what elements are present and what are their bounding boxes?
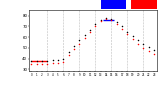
Point [57,62,59,64]
Point [36,63,38,65]
Point [100,20,102,22]
Point [62,58,65,59]
Point [116,24,118,25]
Point [52,59,54,60]
Point [105,17,107,19]
Point [46,60,49,61]
Point [68,51,70,53]
Point [110,18,113,20]
Point [153,49,155,51]
Point [105,18,107,20]
Point [84,37,86,39]
Point [73,48,75,50]
Point [116,21,118,23]
Point [68,55,70,56]
Point [132,35,134,37]
Point [84,34,86,36]
Point [137,43,139,44]
Point [73,45,75,46]
Point [30,60,33,61]
Point [62,61,65,62]
Point [57,59,59,60]
Point [126,31,129,33]
Point [78,40,81,41]
Point [142,47,145,49]
Point [148,50,150,52]
Point [94,26,97,27]
Point [78,43,81,44]
Point [89,29,91,30]
Point [94,24,97,25]
Point [132,39,134,40]
Point [30,63,33,65]
Point [89,31,91,33]
Point [110,19,113,21]
Point [126,33,129,35]
Point [41,63,43,65]
Point [142,43,145,44]
Point [148,46,150,48]
Point [46,63,49,65]
Point [36,60,38,61]
Point [121,26,123,27]
Point [121,28,123,29]
Point [52,62,54,64]
Point [137,40,139,41]
Point [41,60,43,61]
Point [100,19,102,21]
Point [153,54,155,55]
